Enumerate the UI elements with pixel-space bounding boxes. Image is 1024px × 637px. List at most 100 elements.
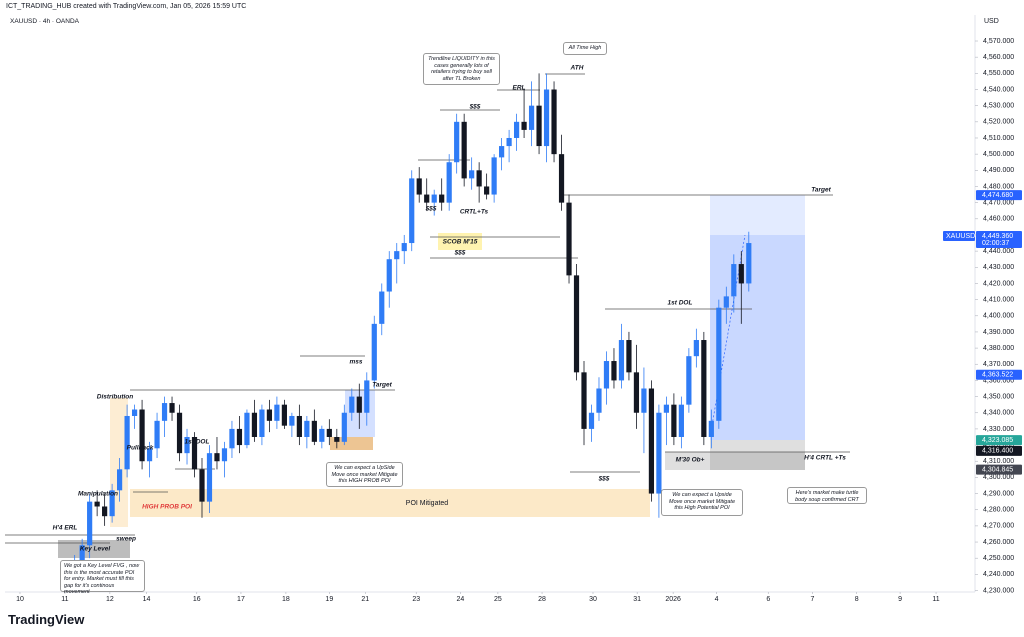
candle-body: [364, 380, 370, 413]
x-tick-label: 24: [457, 596, 465, 603]
countdown: 02:00:37: [982, 240, 1009, 247]
candle-body: [701, 340, 707, 437]
candle-body: [214, 453, 220, 462]
stop-zone: [710, 440, 805, 470]
x-tick-label: 14: [143, 596, 151, 603]
candle-body: [446, 162, 452, 203]
candle-body: [124, 415, 130, 470]
annotation: Target: [372, 382, 392, 389]
x-tick-label: 31: [633, 596, 641, 603]
candle-body: [169, 403, 175, 413]
candle-body: [543, 89, 550, 147]
annotation: POI Mitigated: [406, 500, 449, 507]
x-tick-label: 28: [538, 596, 546, 603]
note: All Time High: [563, 42, 607, 55]
ob-zone: [665, 452, 805, 470]
candle-body: [131, 409, 138, 416]
candle-body: [146, 448, 153, 462]
y-tick-label: 4,260.000: [983, 539, 1014, 546]
y-tick-label: 4,550.000: [983, 70, 1014, 77]
candle-body: [656, 412, 662, 494]
candle-body: [161, 403, 168, 421]
candle-body: [738, 264, 744, 284]
candle-body: [281, 404, 287, 426]
candle-body: [87, 501, 93, 546]
price-label-bg: [976, 190, 1022, 201]
candle-body: [439, 194, 445, 203]
y-tick-label: 4,430.000: [983, 264, 1014, 271]
y-tick-label: 4,460.000: [983, 216, 1014, 223]
candle-body: [663, 404, 669, 413]
y-tick-label: 4,350.000: [983, 393, 1014, 400]
candle-body: [311, 420, 317, 442]
annotation: mss: [349, 359, 362, 366]
candle-body: [723, 296, 729, 308]
candle-body: [633, 372, 640, 413]
candle-body: [409, 178, 415, 244]
x-tick-label: 12: [106, 596, 114, 603]
candle-body: [513, 121, 520, 138]
candle-body: [274, 404, 280, 421]
candle-body: [139, 409, 145, 462]
candle-body: [199, 469, 205, 502]
x-tick-label: 9: [898, 596, 902, 603]
candle-body: [521, 121, 527, 130]
y-tick-label: 4,400.000: [983, 313, 1014, 320]
candle-body: [109, 490, 115, 517]
candle-body: [102, 506, 108, 517]
price-label-bg: [976, 435, 1022, 446]
candle-body: [416, 178, 422, 195]
y-tick-label: 4,480.000: [983, 183, 1014, 190]
y-tick-label: 4,240.000: [983, 571, 1014, 578]
annotation: Manipulation: [78, 491, 118, 498]
candle-body: [394, 251, 400, 260]
candle-body: [266, 409, 273, 421]
y-tick-label: 4,570.000: [983, 38, 1014, 45]
annotation: 1st DOL: [185, 439, 210, 446]
y-tick-label: 4,290.000: [983, 490, 1014, 497]
candle-body: [79, 545, 85, 562]
x-tick-label: 18: [282, 596, 290, 603]
candle-body: [334, 436, 340, 442]
candle-body: [678, 404, 684, 437]
candle-body: [476, 170, 482, 187]
candle-body: [648, 388, 655, 494]
annotation: 1st DOL: [668, 300, 693, 307]
candle-body: [573, 275, 580, 373]
y-tick-label: 4,510.000: [983, 135, 1014, 142]
candle-body: [191, 436, 198, 470]
candle-body: [94, 501, 100, 507]
annotation: ERL: [513, 85, 526, 92]
candle-body: [304, 420, 310, 437]
symbol-label: XAUUSD: [946, 233, 975, 240]
candle-body: [184, 436, 190, 454]
x-tick-label: 11: [61, 596, 68, 603]
y-tick-label: 4,530.000: [983, 103, 1014, 110]
y-tick-label: 4,540.000: [983, 86, 1014, 93]
candle-body: [746, 243, 752, 284]
credit: ICT_TRADING_HUB created with TradingView…: [6, 3, 247, 10]
x-tick-label: 6: [766, 596, 770, 603]
annotation: Target: [811, 187, 831, 194]
y-tick-label: 4,490.000: [983, 167, 1014, 174]
annotations: $$$ ATH ERL $$$ CRTL+Ts SCOB M'15 $$$ Ta…: [53, 65, 847, 553]
note: We can expect a UpSide Move once market …: [326, 462, 403, 487]
candle-body: [469, 170, 475, 179]
x-tick-label: 4: [715, 596, 719, 603]
symbol-label-bg: [943, 230, 975, 241]
key-level-zone: [58, 540, 130, 558]
x-tick-label: 17: [237, 596, 245, 603]
price-label: 4,474.680: [982, 192, 1013, 199]
price-label: 4,323.085: [982, 437, 1013, 444]
candle-body: [221, 448, 228, 462]
candle-body: [558, 154, 565, 203]
poi-zone: [130, 489, 650, 517]
candle-body: [581, 372, 587, 429]
y-tick-label: 4,560.000: [983, 54, 1014, 61]
candle-body: [296, 415, 302, 437]
price-label: 4,449.360: [982, 233, 1013, 240]
price-label-bg: [976, 445, 1022, 456]
candle-body: [551, 89, 557, 155]
